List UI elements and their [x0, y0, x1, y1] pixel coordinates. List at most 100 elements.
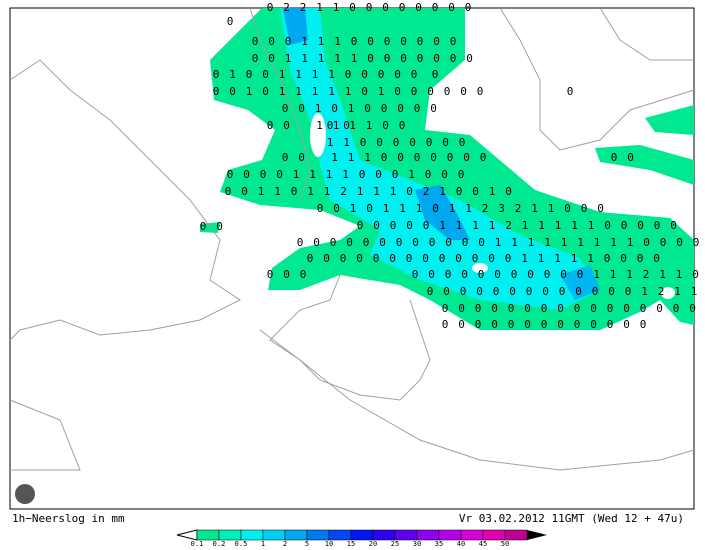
legend-label: 20	[369, 540, 377, 546]
grid-value: 0	[592, 285, 599, 298]
grid-value: 0	[229, 85, 236, 98]
grid-value: 0	[373, 219, 380, 232]
grid-value: 1	[229, 68, 236, 81]
legend-label: 45	[479, 540, 487, 546]
grid-value: 0	[508, 302, 515, 315]
grid-value: 0	[559, 285, 566, 298]
grid-value: 0	[524, 302, 531, 315]
grid-value: 1	[246, 85, 253, 98]
grid-value: 0	[459, 136, 466, 149]
grid-value: 0	[392, 168, 399, 181]
grid-value: 1	[588, 219, 595, 232]
grid-value: 0	[494, 268, 501, 281]
grid-value: 0	[291, 185, 298, 198]
grid-value: 1	[350, 202, 357, 215]
grid-value: 0	[363, 236, 370, 249]
grid-value: 0	[430, 102, 437, 115]
grid-value: 0	[541, 302, 548, 315]
grid-value: 0	[268, 52, 275, 65]
grid-value: 1	[511, 236, 518, 249]
grid-value: 0	[276, 168, 283, 181]
grid-value: 2	[423, 185, 430, 198]
grid-value: 1	[258, 185, 265, 198]
grid-value: 1	[577, 236, 584, 249]
grid-value: 0	[673, 302, 680, 315]
grid-value: 0	[654, 219, 661, 232]
grid-value: 1	[627, 236, 634, 249]
grid-value: 0	[267, 1, 274, 14]
grid-value: 0	[477, 85, 484, 98]
grid-value: 1	[326, 168, 333, 181]
grid-value: 1	[285, 52, 292, 65]
grid-value: 0	[475, 318, 482, 331]
legend-swatch	[328, 529, 352, 541]
grid-value: 0	[400, 35, 407, 48]
legend-swatch	[284, 529, 308, 541]
grid-value: 1	[495, 236, 502, 249]
grid-value: 1	[554, 252, 561, 265]
legend-label: 0.2	[213, 540, 226, 546]
grid-value: 1	[593, 268, 600, 281]
grid-value: 1	[449, 202, 456, 215]
grid-value: 1	[333, 119, 340, 132]
grid-value: 0	[298, 102, 305, 115]
grid-value: 2	[505, 219, 512, 232]
grid-value: 0	[313, 236, 320, 249]
grid-value: 0	[425, 168, 432, 181]
grid-value: 1	[641, 285, 648, 298]
grid-value: 0	[465, 1, 472, 14]
grid-value: 0	[366, 1, 373, 14]
grid-value: 0	[396, 236, 403, 249]
grid-value: 0	[417, 35, 424, 48]
grid-value: 0	[637, 252, 644, 265]
grid-value: 0	[433, 35, 440, 48]
grid-value: 0	[444, 85, 451, 98]
grid-value: 0	[432, 1, 439, 14]
grid-value: 0	[466, 52, 473, 65]
grid-value: 0	[345, 68, 352, 81]
grid-value: 0	[426, 136, 433, 149]
grid-value: 0	[331, 102, 338, 115]
grid-value: 0	[364, 102, 371, 115]
grid-value: 0	[360, 136, 367, 149]
grid-value: 0	[627, 151, 634, 164]
grid-value: 0	[349, 1, 356, 14]
grid-value: 1	[318, 35, 325, 48]
legend-swatch	[350, 529, 374, 541]
grid-value: 1	[301, 35, 308, 48]
grid-value: 1	[279, 85, 286, 98]
grid-value: 0	[393, 136, 400, 149]
grid-value: 0	[297, 236, 304, 249]
grid-value: 0	[524, 318, 531, 331]
legend-swatch	[196, 529, 220, 541]
grid-value: 1	[349, 119, 356, 132]
grid-value: 0	[300, 268, 307, 281]
grid-value: 1	[373, 185, 380, 198]
grid-value: 0	[351, 35, 358, 48]
grid-value: 0	[366, 202, 373, 215]
grid-value: 0	[475, 302, 482, 315]
grid-value: 0	[607, 302, 614, 315]
legend-label: 35	[435, 540, 443, 546]
legend: 0.1 0.2 0.5 1 2 5 10 15 20 25 30 35 40 45 50	[176, 529, 547, 548]
grid-value: 0	[361, 85, 368, 98]
grid-value: 0	[564, 202, 571, 215]
grid-value: 0	[526, 285, 533, 298]
grid-value: 1	[399, 202, 406, 215]
grid-value: 1	[538, 219, 545, 232]
grid-value: 0	[660, 236, 667, 249]
grid-value: 0	[439, 252, 446, 265]
grid-value: 2	[643, 268, 650, 281]
grid-value: 0	[511, 268, 518, 281]
legend-label: 15	[347, 540, 355, 546]
grid-value: 0	[409, 136, 416, 149]
grid-value: 0	[623, 318, 630, 331]
grid-value: 0	[450, 35, 457, 48]
grid-value: 1	[674, 285, 681, 298]
grid-value: 1	[456, 219, 463, 232]
grid-value: 0	[557, 302, 564, 315]
grid-value: 1	[659, 268, 666, 281]
grid-value: 0	[508, 318, 515, 331]
grid-value: 0	[441, 168, 448, 181]
